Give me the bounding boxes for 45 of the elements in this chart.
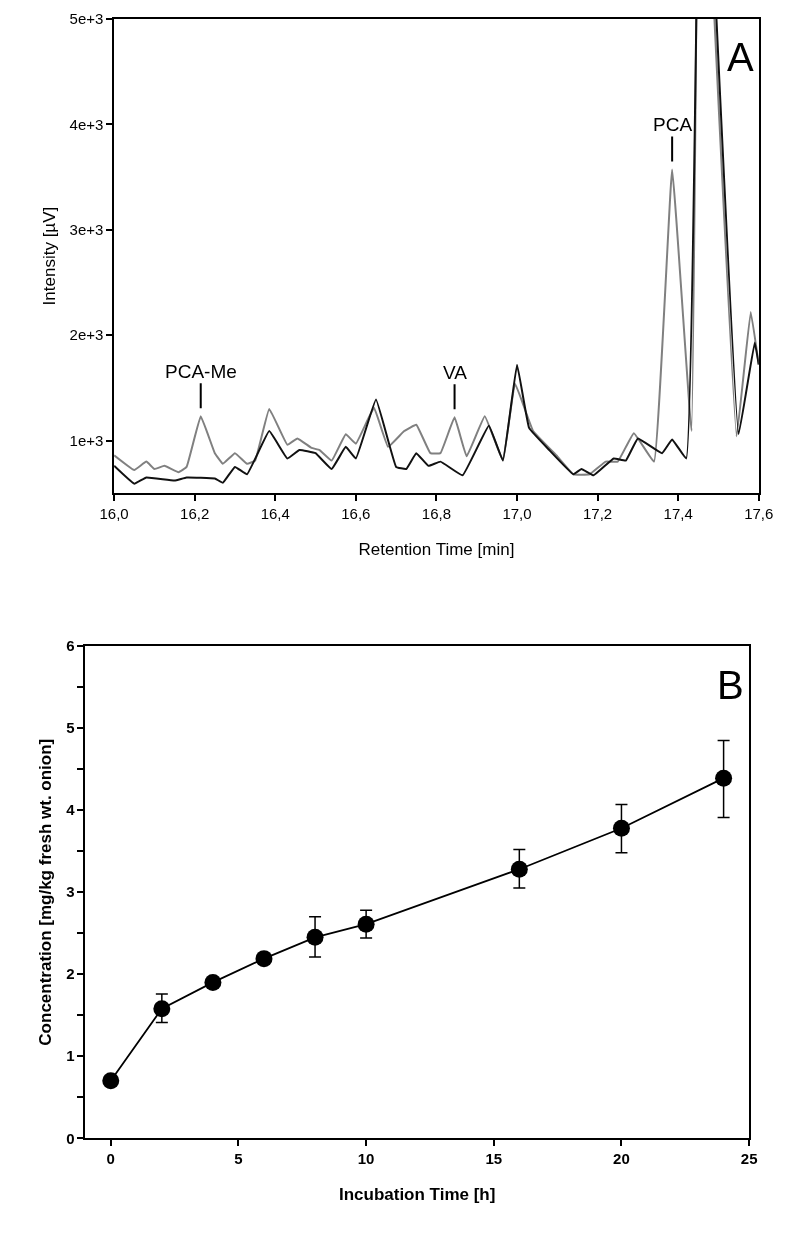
point (102, 1072, 120, 1090)
y-tick-label: 5 (66, 719, 75, 737)
x-tick-label: 17,2 (582, 505, 613, 522)
point (306, 928, 324, 946)
point (357, 915, 375, 933)
point (204, 973, 222, 991)
y-tick-label: 1e+3 (69, 431, 104, 449)
y-tick-label: 2 (66, 965, 75, 983)
x-tick-label: 17,6 (744, 505, 774, 522)
point (612, 819, 630, 837)
annotation: B (717, 663, 744, 707)
x-tick-label: 5 (234, 1150, 243, 1168)
y-tick-label: 6 (66, 637, 75, 655)
point (715, 769, 733, 787)
x-tick-label: 17,0 (502, 505, 532, 522)
x-axis-title: Incubation Time [h] (338, 1184, 496, 1204)
x-tick-label: 15 (485, 1150, 503, 1168)
x-tick-label: 25 (740, 1150, 758, 1168)
y-tick-label: 1 (66, 1047, 75, 1065)
annotation: PCA (653, 114, 693, 135)
y-tick-label: 3 (66, 883, 75, 901)
x-axis-title: Retention Time [min] (358, 539, 515, 559)
y-tick-label: 5e+3 (69, 10, 104, 28)
annotation: PCA-Me (165, 361, 237, 382)
y-tick-label: 4 (66, 801, 76, 819)
y-axis-title: Intensity [µV] (39, 206, 59, 306)
point (255, 950, 273, 968)
x-tick-label: 16,6 (341, 505, 371, 522)
x-tick-label: 16,0 (99, 505, 129, 522)
y-tick-label: 4e+3 (69, 115, 104, 133)
x-tick-label: 0 (106, 1150, 115, 1168)
y-tick-label: 3e+3 (69, 220, 104, 238)
x-tick-label: 16,8 (421, 505, 452, 522)
x-tick-label: 10 (357, 1150, 375, 1168)
point (510, 860, 528, 878)
y-tick-label: 0 (66, 1129, 75, 1147)
annotation: A (727, 35, 754, 79)
point (153, 1000, 171, 1018)
y-axis-title: Concentration [mg/kg fresh wt. onion] (36, 738, 56, 1046)
x-tick-label: 16,2 (180, 505, 210, 522)
x-tick-label: 17,4 (663, 505, 693, 522)
x-tick-label: 20 (613, 1150, 630, 1168)
x-tick-label: 16,4 (260, 505, 290, 522)
y-tick-label: 2e+3 (69, 326, 104, 344)
annotation: VA (443, 362, 468, 383)
